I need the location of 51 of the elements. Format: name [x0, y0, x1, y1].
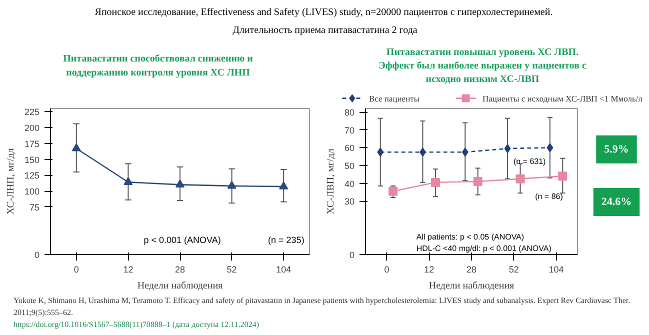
y-tick-label: 80: [344, 108, 355, 118]
y-axis-title: ХС-ЛНП, мг/дл: [5, 148, 16, 215]
annotation: p < 0.001 (ANOVA): [144, 234, 221, 245]
legend-label: Пациенты с исходным ХС-ЛВП <1 Ммоль/л: [482, 93, 644, 104]
x-axis-title: Недели наблюдения: [428, 280, 515, 292]
point: [176, 180, 184, 188]
x-tick-label: 12: [424, 264, 434, 274]
y-tick-label: 40: [344, 178, 355, 189]
x-tick-label: 28: [466, 264, 477, 274]
y-axis-title: ХС-ЛВП, мг/дл: [325, 148, 336, 214]
y-tick-label: 75: [29, 202, 40, 212]
chart-title: Питавастатин повышал уровень ХС ЛВП. Эффект был наиболее выражен у пациентов с исходно низким ХС-ЛВП: [378, 46, 587, 86]
y-tick-label: 150: [24, 154, 40, 165]
point: [227, 180, 236, 189]
annotation: HDL-C <40 mg/dl: p < 0.001 (ANOVA): [416, 244, 552, 254]
y-tick-label: 60: [344, 143, 355, 154]
text: https://doi.org/10.1016/S1567–5688(11)70888–1 (дата доступа 12.11.2024): [13, 320, 260, 329]
y-tick-label: 225: [24, 107, 40, 118]
x-tick-label: 104: [276, 264, 292, 274]
x-tick-label: 104: [548, 264, 564, 274]
y-tick-label: 30: [344, 196, 355, 207]
x-axis-title: Недели наблюдения: [137, 280, 224, 292]
annotation: (n = 86): [535, 192, 564, 201]
y-tick-label: 125: [24, 170, 40, 181]
point: [279, 181, 288, 190]
text: 5.9%: [604, 143, 629, 156]
y-tick-label: 0: [349, 250, 355, 260]
y-tick-label: 50: [344, 160, 355, 171]
annotation: (n = 235): [268, 234, 304, 245]
legend-label: Все пациенты: [368, 93, 420, 104]
x-tick-label: 12: [123, 264, 134, 274]
y-tick-label: 175: [24, 138, 40, 149]
x-tick-label: 52: [226, 264, 237, 274]
annotation: All patients: p < 0.05 (ANOVA): [416, 232, 524, 242]
x-tick-label: 0: [74, 264, 79, 274]
text: Японское исследование, Effectiveness and Safety (LIVES) study, n=20000 пациентов с гиперхолестеринемей.: [94, 6, 553, 18]
y-tick-label: 200: [24, 123, 40, 134]
text: 2011;9(5):555–62.: [13, 308, 73, 317]
text: Длительность приема питавастатина 2 года: [232, 25, 418, 36]
text: Yokote K, Shimano H, Urashima M, Teramoto T. Efficacy and safety of pitavastatin in Japanese patients with hypercholesterolemia: LIVES study and subanalysis. Expert Rev Cardiovasc Ther.: [13, 296, 630, 305]
y-tick-label: 100: [24, 186, 40, 197]
annotation: (n = 631): [513, 157, 546, 166]
text: 24.6%: [601, 196, 632, 208]
x-tick-label: 0: [384, 264, 390, 274]
x-tick-label: 52: [508, 264, 519, 274]
y-tick-label: 0: [34, 250, 40, 260]
chart-title: Питавастатин способствовал снижению и поддержанию контроля уровня ХС ЛНП: [63, 54, 254, 78]
point: [72, 143, 81, 152]
x-tick-label: 28: [174, 264, 186, 274]
y-tick-label: 70: [344, 125, 355, 136]
point: [124, 177, 133, 185]
